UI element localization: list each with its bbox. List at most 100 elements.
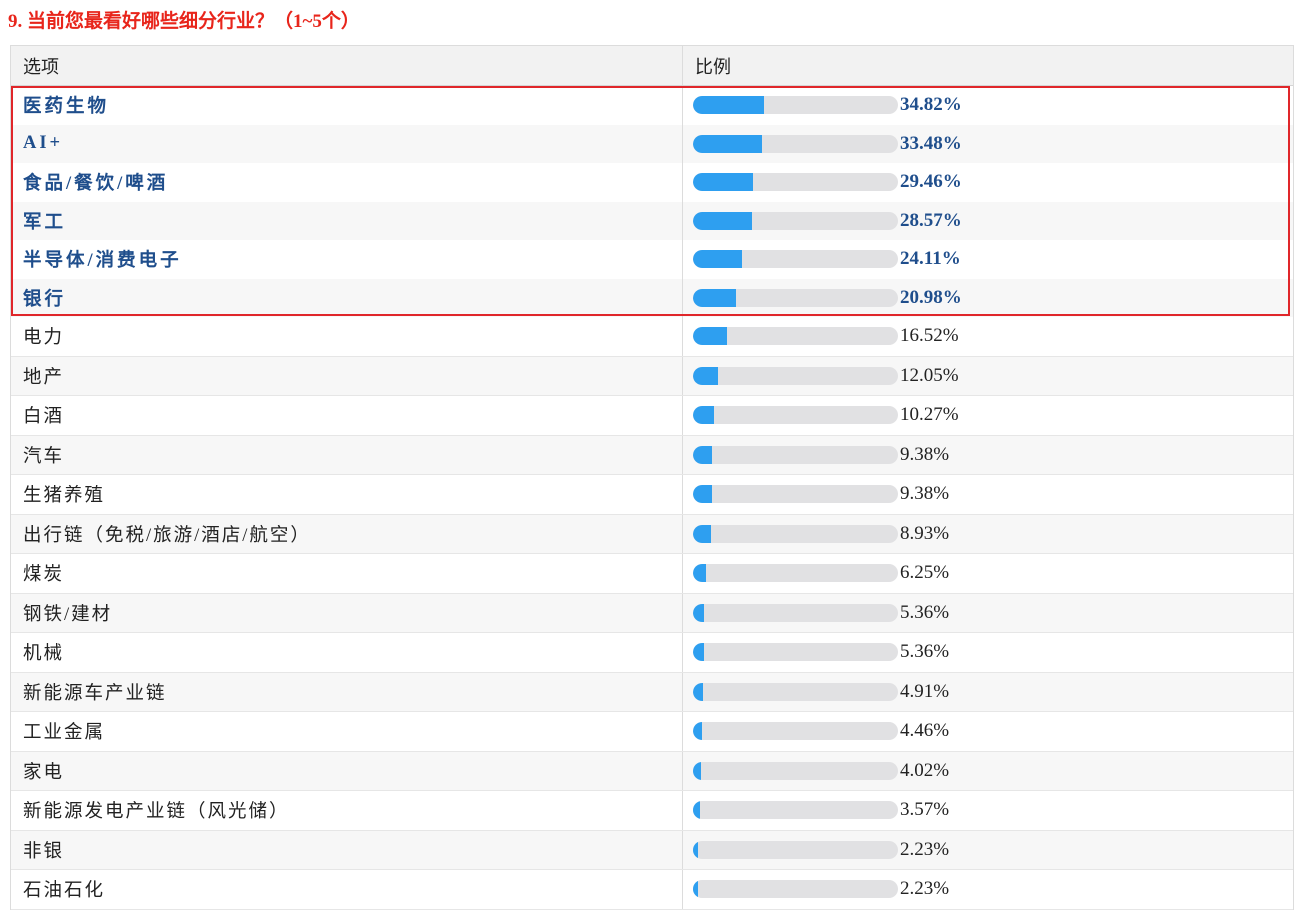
ratio-cell: 34.82% — [683, 86, 1293, 125]
ratio-cell: 8.93% — [683, 515, 1293, 554]
bar-track — [693, 722, 898, 741]
table-row: 白酒 10.27% — [11, 396, 1293, 436]
option-label: 银行 — [11, 278, 683, 317]
bar-track — [693, 524, 898, 543]
ratio-cell: 4.02% — [683, 752, 1293, 791]
table-header: 选项 比例 — [11, 46, 1293, 86]
bar — [693, 682, 704, 701]
bar — [693, 366, 718, 385]
table-row: 军工 28.57% — [11, 201, 1293, 241]
bar-track — [693, 134, 898, 153]
table-row: 煤炭 6.25% — [11, 554, 1293, 594]
option-label: 家电 — [11, 751, 683, 790]
bar — [693, 445, 713, 464]
data-label: 29.46% — [900, 171, 962, 193]
bar-track — [693, 445, 898, 464]
data-label: 6.25% — [900, 562, 950, 584]
bar — [693, 288, 736, 307]
bar — [693, 485, 713, 504]
table-row: 石油石化 2.23% — [11, 870, 1293, 910]
bar-track — [693, 211, 898, 230]
option-label: 机械 — [11, 633, 683, 672]
ratio-cell: 29.46% — [683, 163, 1293, 202]
bar-track — [693, 173, 898, 192]
option-label: 电力 — [11, 317, 683, 356]
data-label: 3.57% — [900, 799, 950, 821]
option-label: 石油石化 — [11, 870, 683, 909]
ratio-cell: 28.57% — [683, 202, 1293, 241]
table-row: 钢铁/建材 5.36% — [11, 593, 1293, 633]
ratio-cell: 9.38% — [683, 475, 1293, 514]
data-label: 2.23% — [900, 878, 950, 900]
data-label: 20.98% — [900, 286, 962, 308]
data-label: 9.38% — [900, 443, 950, 465]
bar-track — [693, 603, 898, 622]
header-ratio: 比例 — [695, 56, 731, 77]
option-label: 钢铁/建材 — [11, 593, 683, 632]
bar-track — [693, 366, 898, 385]
ratio-cell: 2.23% — [683, 831, 1293, 870]
ratio-cell: 6.25% — [683, 554, 1293, 593]
data-label: 10.27% — [900, 404, 959, 426]
table-row: 医药生物 34.82% — [11, 86, 1293, 125]
bar-track — [693, 288, 898, 307]
bar-track — [693, 327, 898, 346]
table-row: 银行 20.98% — [11, 278, 1293, 317]
data-label: 9.38% — [900, 483, 950, 505]
bar — [693, 250, 743, 269]
bar-track — [693, 564, 898, 583]
bar — [693, 327, 727, 346]
option-label: 医药生物 — [11, 86, 683, 125]
bar — [693, 96, 765, 115]
data-label: 16.52% — [900, 325, 959, 347]
question-title: 9. 当前您最看好哪些细分行业？（1~5个） — [8, 11, 360, 32]
bar-track — [693, 96, 898, 115]
option-label: 新能源车产业链 — [11, 672, 683, 711]
option-label: 生猪养殖 — [11, 475, 683, 514]
bar-track — [693, 682, 898, 701]
bar-track — [693, 406, 898, 425]
data-label: 28.57% — [900, 209, 962, 231]
bar — [693, 603, 704, 622]
option-label: AI+ — [11, 124, 683, 163]
table-row: 工业金属 4.46% — [11, 712, 1293, 752]
bar-track — [693, 840, 898, 859]
table-row: 非银 2.23% — [11, 830, 1293, 870]
bar — [693, 761, 702, 780]
data-label: 8.93% — [900, 522, 950, 544]
bar — [693, 173, 754, 192]
bar — [693, 406, 715, 425]
result-table: 选项 比例 医药生物 34.82% AI+ 33.48% 食品/餐饮/啤酒 29.46% 军… — [10, 45, 1294, 910]
ratio-cell: 24.11% — [683, 240, 1293, 279]
table-row: 出行链（免税/旅游/酒店/航空） 8.93% — [11, 514, 1293, 554]
option-label: 食品/餐饮/啤酒 — [11, 163, 683, 202]
table-row: 机械 5.36% — [11, 633, 1293, 673]
bar — [693, 840, 698, 859]
ratio-cell: 9.38% — [683, 436, 1293, 475]
bar — [693, 211, 752, 230]
data-label: 4.46% — [900, 720, 950, 742]
ratio-cell: 4.46% — [683, 712, 1293, 751]
bar-track — [693, 250, 898, 269]
table-row: 电力 16.52% — [11, 317, 1293, 357]
table-row: AI+ 33.48% — [11, 124, 1293, 164]
option-label: 半导体/消费电子 — [11, 240, 683, 279]
option-label: 白酒 — [11, 396, 683, 435]
ratio-cell: 5.36% — [683, 633, 1293, 672]
option-label: 新能源发电产业链（风光储） — [11, 791, 683, 830]
option-label: 汽车 — [11, 435, 683, 474]
ratio-cell: 16.52% — [683, 317, 1293, 356]
bar-track — [693, 643, 898, 662]
data-label: 4.91% — [900, 680, 950, 702]
bar — [693, 134, 762, 153]
table-row: 新能源车产业链 4.91% — [11, 672, 1293, 712]
ratio-cell: 33.48% — [683, 125, 1293, 164]
data-label: 12.05% — [900, 364, 959, 386]
table-row: 汽车 9.38% — [11, 435, 1293, 475]
option-label: 军工 — [11, 201, 683, 240]
data-label: 33.48% — [900, 132, 962, 154]
data-label: 34.82% — [900, 94, 962, 116]
option-label: 非银 — [11, 830, 683, 869]
bar-track — [693, 801, 898, 820]
ratio-cell: 5.36% — [683, 594, 1293, 633]
